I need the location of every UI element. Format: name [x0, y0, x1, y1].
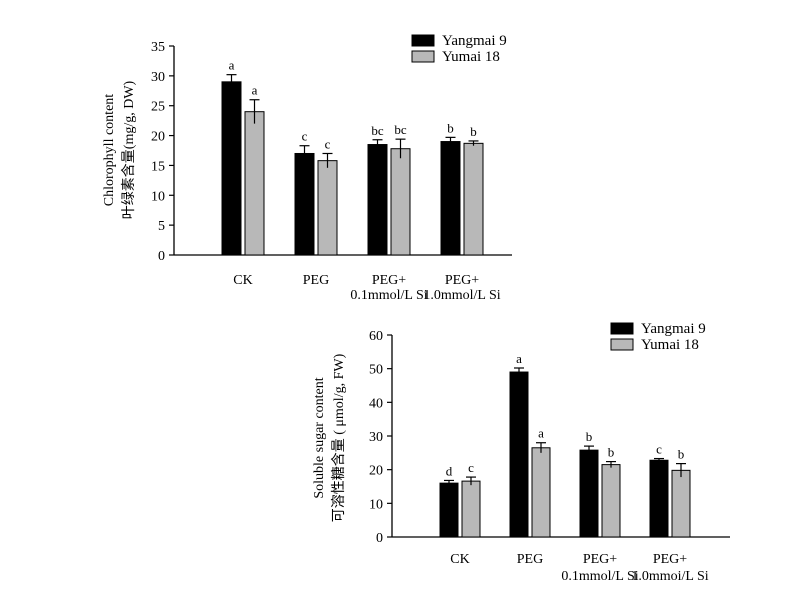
bar: [440, 141, 461, 256]
bar: [671, 469, 691, 538]
significance-label: a: [229, 58, 235, 73]
legend-swatch: [610, 338, 634, 351]
bar: [601, 464, 621, 538]
y-tick-label: 10: [369, 497, 383, 512]
bar: [461, 480, 481, 538]
significance-label: d: [446, 463, 453, 478]
significance-label: a: [538, 426, 544, 441]
bar: [221, 81, 242, 256]
bar: [317, 160, 338, 256]
y-tick-label: 25: [151, 100, 165, 115]
y-tick-label: 5: [158, 219, 165, 234]
x-tick-label: 1.0mmol/L Si: [423, 288, 500, 303]
y-tick-label: 20: [369, 464, 383, 479]
x-tick-label: PEG+: [445, 273, 479, 288]
x-tick-label: 0.1mmol/L Si: [561, 569, 638, 584]
bar: [579, 449, 599, 538]
significance-label: b: [447, 120, 454, 135]
legend-label: Yangmai 9: [641, 321, 706, 337]
legend-swatch: [411, 34, 435, 47]
significance-label: a: [252, 83, 258, 98]
legend-label: Yumai 18: [641, 337, 699, 353]
significance-label: b: [608, 445, 615, 460]
bar: [294, 152, 315, 256]
legend-label: Yangmai 9: [442, 33, 507, 49]
y-tick-label: 0: [376, 531, 383, 546]
x-tick-label: PEG+: [583, 552, 617, 567]
x-tick-label: 1.0mmoi/L Si: [631, 569, 708, 584]
significance-label: bc: [371, 123, 384, 138]
bar: [390, 148, 411, 256]
chart-2: 0 10 20 30 40 50 60 Soluble sugar content 可溶性糖含量…: [312, 321, 730, 584]
x-tick-label: 0.1mmol/L Si: [350, 288, 427, 303]
x-tick-label: CK: [233, 273, 252, 288]
bar: [463, 142, 484, 256]
y-axis-label: 可溶性糖含量 ( μmol/g, FW): [331, 353, 347, 522]
significance-label: c: [302, 129, 308, 144]
y-axis-label: Chlorophyll content: [102, 94, 117, 206]
y-tick-label: 10: [151, 189, 165, 204]
y-tick-label: 50: [369, 363, 383, 378]
legend-swatch: [610, 322, 634, 335]
bar: [439, 482, 459, 538]
y-axis-label: 叶绿素含量(mg/g, DW): [121, 80, 137, 219]
x-tick-label: CK: [450, 552, 469, 567]
significance-label: b: [586, 429, 593, 444]
y-tick-label: 40: [369, 396, 383, 411]
bar: [531, 447, 551, 538]
bar: [244, 111, 265, 256]
significance-label: b: [678, 447, 685, 462]
significance-label: bc: [394, 122, 407, 137]
y-tick-label: 20: [151, 130, 165, 145]
chart-1: 0 5 10 15 20 25 30 35 Chlorophyll content 叶绿素含量(m…: [102, 33, 512, 303]
bar: [649, 459, 669, 538]
legend-swatch: [411, 50, 435, 63]
x-tick-label: PEG+: [372, 273, 406, 288]
y-axis-label: Soluble sugar content: [312, 377, 327, 498]
significance-label: c: [656, 442, 662, 457]
y-tick-label: 30: [151, 70, 165, 85]
y-tick-label: 35: [151, 40, 165, 55]
y-tick-label: 0: [158, 249, 165, 264]
y-tick-label: 15: [151, 159, 165, 174]
bar: [509, 371, 529, 538]
x-tick-label: PEG+: [653, 552, 687, 567]
significance-label: c: [468, 460, 474, 475]
x-tick-label: PEG: [303, 273, 329, 288]
significance-label: b: [470, 124, 477, 139]
bar: [367, 144, 388, 256]
x-tick-label: PEG: [517, 552, 543, 567]
y-tick-label: 60: [369, 329, 383, 344]
legend-label: Yumai 18: [442, 49, 500, 65]
significance-label: a: [516, 351, 522, 366]
y-tick-label: 30: [369, 430, 383, 445]
significance-label: c: [325, 136, 331, 151]
